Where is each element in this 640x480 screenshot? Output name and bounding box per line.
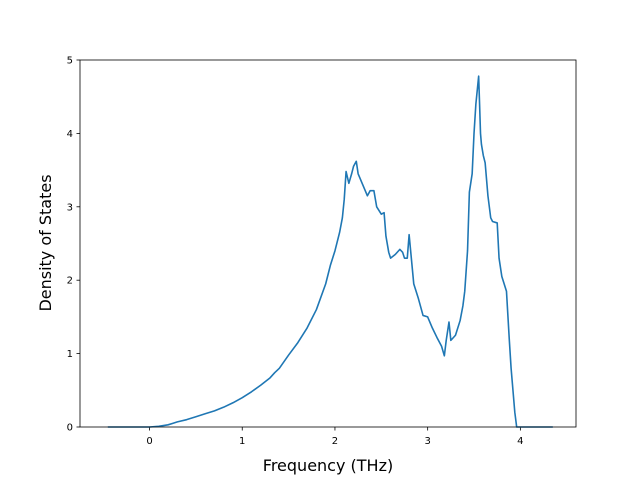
y-tick-label: 4 xyxy=(67,129,73,140)
x-tick-label: 3 xyxy=(424,436,430,447)
y-tick-label: 3 xyxy=(67,202,73,213)
x-tick-label: 0 xyxy=(146,436,152,447)
plot-frame xyxy=(79,59,577,428)
x-axis-label: Frequency (THz) xyxy=(263,456,393,475)
y-tick-label: 2 xyxy=(67,276,73,287)
x-tick-label: 4 xyxy=(517,436,523,447)
x-tick-label: 2 xyxy=(332,436,338,447)
y-axis-ticks: 0 1 2 3 4 5 xyxy=(67,56,80,434)
x-tick-label: 1 xyxy=(239,436,245,447)
y-tick-label: 0 xyxy=(67,423,73,434)
y-axis-label: Density of States xyxy=(36,174,55,311)
dos-series-line xyxy=(107,75,553,428)
y-tick-label: 1 xyxy=(67,349,73,360)
y-tick-label: 5 xyxy=(67,56,73,67)
